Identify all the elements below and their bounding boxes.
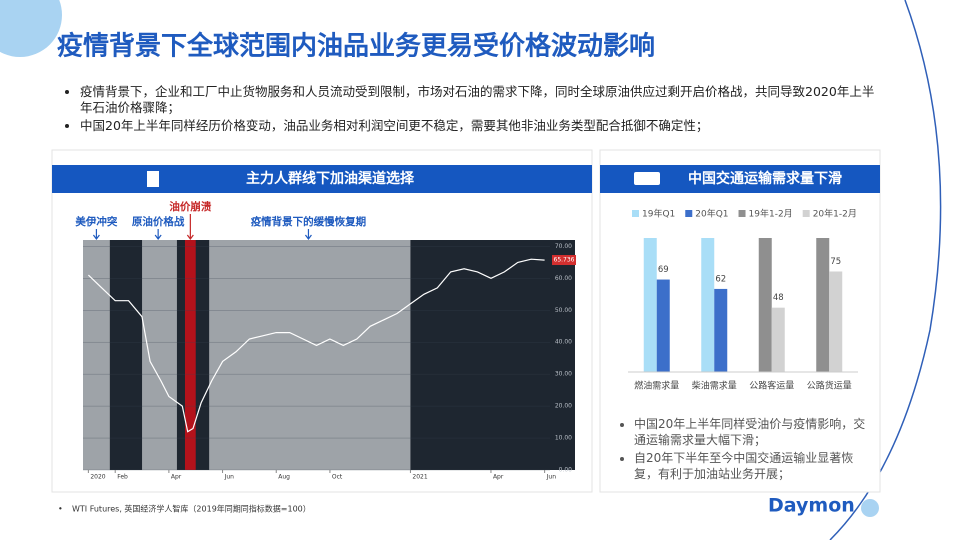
y-tick-label: 50.00 [555,307,572,314]
x-tick-label: Apr [493,474,504,481]
period-band [142,240,177,470]
y-tick-label: 70.00 [555,243,572,250]
footnote: WTI Futures, 英国经济学人智库（2019年同期同指标数据=100） [72,504,311,514]
legend-swatch [802,210,810,217]
x-tick-label: 柴油需求量 [692,380,737,392]
bar [643,238,657,372]
bar [714,288,728,372]
data-label: 48 [773,293,784,303]
last-price-label: 65.736 [554,257,575,264]
x-tick-label: 公路货运量 [807,380,852,392]
x-tick-label: 2020 [90,474,105,481]
legend-label: 20年1-2月 [813,208,857,220]
data-label: 62 [715,274,726,284]
y-tick-label: 0.00 [559,467,573,474]
price-line [87,258,545,433]
right-header-text: 中国交通运输需求量下滑 [688,170,842,187]
annotation-arrow [154,229,162,240]
bullets: 疫情背景下，企业和工厂中止货物服务和人员流动受到限制，市场对石油的需求下降，同时… [58,84,878,136]
x-tick-label: Feb [117,474,128,481]
x-tick-label: 2021 [412,474,427,481]
bullet-dot: • [58,505,63,514]
x-tick-label: 燃油需求量 [634,380,679,392]
header-icon [147,171,159,187]
legend-swatch [632,210,639,217]
bullet: 疫情背景下，企业和工厂中止货物服务和人员流动受到限制，市场对石油的需求下降，同时… [80,84,878,116]
bar [701,238,715,372]
bar [816,238,830,372]
note-list: 中国20年上半年同样受油价与疫情影响，交通运输需求量大幅下滑； 自20年下半年至… [612,416,874,482]
annotation: 油价崩溃 [169,200,211,213]
bullet-list: 疫情背景下，企业和工厂中止货物服务和人员流动受到限制，市场对石油的需求下降，同时… [58,84,878,134]
slide-title: 疫情背景下全球范围内油品业务更易受价格波动影响 [57,31,655,62]
data-label: 69 [658,265,669,275]
legend-label: 20年Q1 [695,208,728,220]
x-tick-label: 公路客运量 [749,380,794,392]
notes: 中国20年上半年同样受油价与疫情影响，交通运输需求量大幅下滑； 自20年下半年至… [612,416,874,484]
legend-label: 19年Q1 [642,208,675,220]
data-label: 75 [830,257,841,267]
legend-swatch [685,210,693,217]
period-band [83,240,110,470]
legend-label: 19年1-2月 [749,208,793,220]
x-tick-label: Jun [224,474,235,481]
deco-dot [861,499,879,517]
annotation: 美伊冲突 [75,215,117,228]
bar [829,271,843,372]
last-price-box [552,255,576,266]
x-tick-label: Aug [278,474,290,481]
period-band [184,240,196,470]
annotation-arrow [304,229,312,240]
bar [771,307,785,372]
left-header-text: 主力人群线下加油渠道选择 [246,170,415,187]
annotation-arrow [186,214,194,240]
y-tick-label: 40.00 [555,339,572,346]
legend-swatch [738,210,746,217]
bar [656,279,670,372]
left-header [52,165,592,193]
deco-circle [0,0,62,57]
annotation: 原油价格战 [132,215,185,228]
bar [758,238,772,372]
truck-icon [634,172,660,185]
note: 自20年下半年至今中国交通运输业显著恢复，有利于加油站业务开展； [634,450,874,482]
bullet: 中国20年上半年同样经历价格变动，油品业务相对利润空间更不稳定，需要其他非油业务… [80,118,878,134]
logo: Daymon [768,495,855,517]
x-tick-label: Jun [546,474,557,481]
y-tick-label: 10.00 [555,435,572,442]
y-tick-label: 20.00 [555,403,572,410]
period-band [209,240,411,470]
y-tick-label: 30.00 [555,371,572,378]
y-tick-label: 60.00 [555,275,572,282]
annotation-arrow [92,229,100,240]
annotation: 疫情背景下的缓慢恢复期 [251,215,367,228]
note: 中国20年上半年同样受油价与疫情影响，交通运输需求量大幅下滑； [634,416,874,448]
x-tick-label: Oct [332,474,343,481]
x-tick-label: Apr [171,474,182,481]
